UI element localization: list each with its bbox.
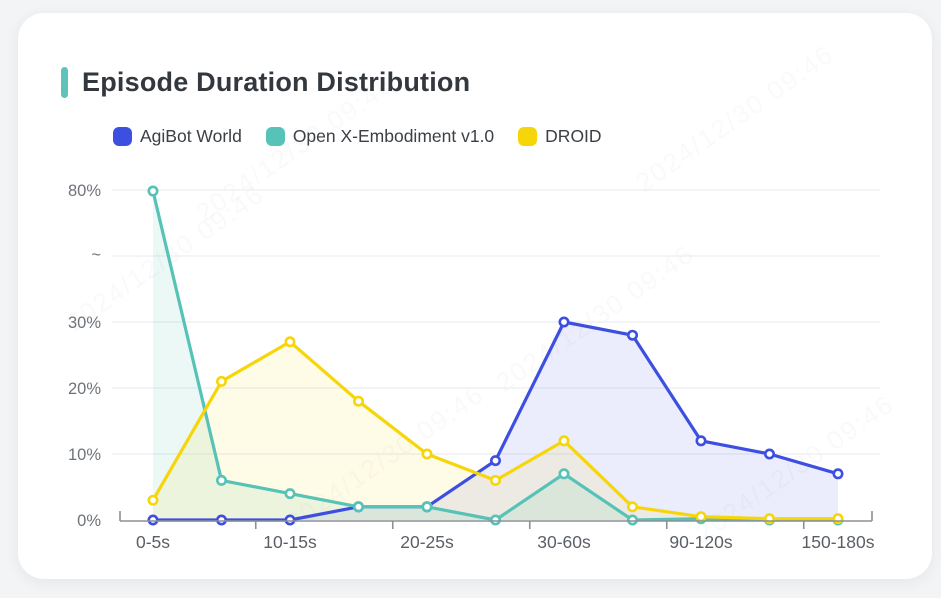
legend-swatch-agibot-world [113,127,132,146]
legend-swatch-open-x-embodiment [265,127,285,146]
legend-label: DROID [545,126,602,146]
watermark-text: 2024/12/30 09:46 [490,238,700,398]
chart-legend: AgiBot World Open X-Embodiment v1.0 DROI… [113,126,602,147]
watermark-text: 2024/12/30 09:46 [630,38,840,198]
title-accent-bar [61,67,68,98]
legend-item-droid[interactable]: DROID [518,126,602,147]
legend-item-open-x-embodiment[interactable]: Open X-Embodiment v1.0 [265,126,495,147]
chart-card: 2024/12/30 09:46 2024/12/30 09:46 2024/1… [18,13,932,579]
legend-label: AgiBot World [140,126,242,146]
watermark-text: 2024/12/30 09:46 [280,378,490,538]
legend-label: Open X-Embodiment v1.0 [292,126,495,146]
watermark-text: 2024/12/30 09:46 [690,388,900,548]
legend-swatch-droid [518,127,538,146]
chart-header: Episode Duration Distribution [61,67,470,98]
chart-title: Episode Duration Distribution [82,67,471,97]
legend-item-agibot-world[interactable]: AgiBot World [113,126,242,147]
